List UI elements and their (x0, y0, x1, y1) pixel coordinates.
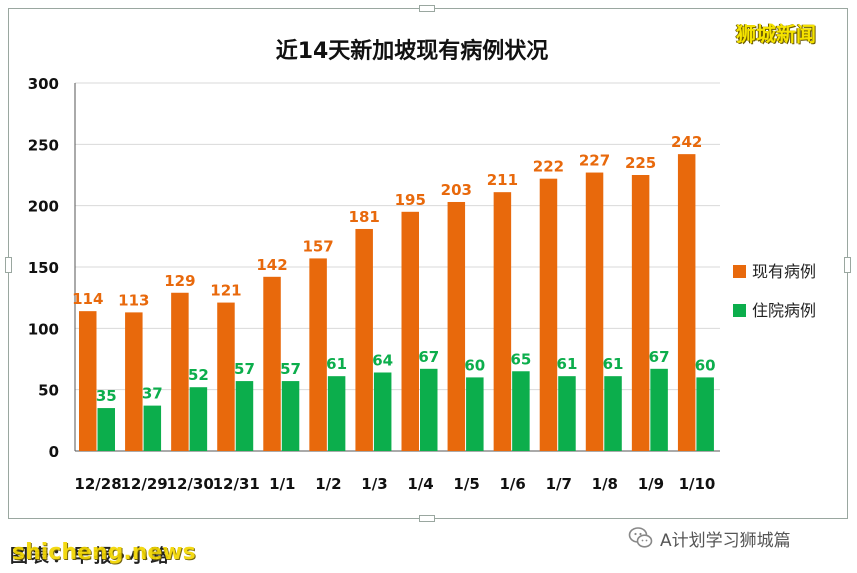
bar-existing-cases (263, 276, 281, 451)
data-label: 227 (579, 152, 610, 170)
bar-hospitalized-cases (373, 372, 392, 451)
x-tick-label: 1/4 (407, 475, 433, 493)
y-tick-label: 100 (28, 320, 59, 338)
data-label: 114 (72, 290, 103, 308)
y-tick-label: 300 (28, 75, 59, 93)
bar-existing-cases (79, 311, 97, 451)
x-tick-label: 1/9 (638, 475, 664, 493)
data-label: 242 (671, 133, 702, 151)
bar-hospitalized-cases (512, 371, 530, 451)
data-label: 142 (256, 256, 287, 274)
data-label: 195 (395, 191, 426, 209)
bar-hospitalized-cases (235, 381, 254, 451)
resize-handle-left[interactable] (5, 257, 12, 273)
chart-title: 近14天新加坡现有病例状况 (276, 38, 549, 64)
data-label: 52 (188, 366, 209, 384)
data-label: 60 (695, 356, 716, 374)
data-label: 129 (164, 272, 195, 290)
data-label: 211 (487, 171, 518, 189)
x-tick-label: 1/8 (592, 475, 618, 493)
bar-existing-cases (539, 178, 558, 451)
data-label: 157 (302, 237, 333, 255)
resize-handle-right[interactable] (844, 257, 851, 273)
x-tick-label: 1/5 (453, 475, 479, 493)
data-label: 67 (418, 348, 439, 366)
bar-hospitalized-cases (281, 381, 300, 451)
account-name: A计划学习狮城篇 (660, 530, 791, 551)
bar-hospitalized-cases (420, 368, 438, 451)
y-tick-label: 50 (38, 382, 59, 400)
watermark-logo-text: 狮城新闻 (736, 22, 816, 46)
legend-swatch (733, 304, 746, 317)
bar-hospitalized-cases (604, 376, 622, 451)
bar-existing-cases (217, 302, 235, 451)
bar-existing-cases (171, 292, 189, 451)
x-tick-label: 1/6 (499, 475, 525, 493)
bar-existing-cases (631, 175, 650, 451)
wechat-icon (628, 527, 653, 548)
data-label: 37 (142, 385, 163, 403)
data-label: 203 (441, 181, 472, 199)
data-label: 181 (349, 208, 380, 226)
bar-hospitalized-cases (650, 368, 668, 451)
bar-existing-cases (493, 192, 512, 451)
bar-existing-cases (677, 154, 696, 451)
x-tick-label: 12/29 (120, 475, 167, 493)
legend-swatch (733, 265, 746, 278)
data-label: 57 (234, 360, 255, 378)
data-label: 61 (603, 355, 624, 373)
y-tick-label: 150 (28, 259, 59, 277)
bar-hospitalized-cases (696, 377, 714, 451)
bar-hospitalized-cases (466, 377, 484, 451)
data-label: 61 (326, 355, 347, 373)
data-label: 222 (533, 158, 564, 176)
x-tick-label: 1/3 (361, 475, 387, 493)
data-label: 60 (464, 356, 485, 374)
wechat-account: A计划学习狮城篇 (628, 524, 791, 552)
x-tick-label: 12/28 (74, 475, 121, 493)
bar-existing-cases (585, 172, 604, 451)
bar-hospitalized-cases (97, 408, 115, 451)
bar-hospitalized-cases (143, 405, 162, 451)
legend-entry: 住院病例 (752, 301, 816, 320)
y-tick-label: 0 (49, 443, 59, 461)
resize-handle-top[interactable] (419, 5, 435, 12)
data-label: 61 (557, 355, 578, 373)
bar-existing-cases (447, 201, 466, 451)
data-label: 64 (372, 351, 393, 369)
x-tick-label: 12/30 (167, 475, 214, 493)
site-watermark: shicheng.news (12, 540, 196, 565)
data-label: 67 (649, 348, 670, 366)
bar-hospitalized-cases (189, 387, 208, 451)
data-label: 121 (210, 282, 241, 300)
y-tick-label: 200 (28, 198, 59, 216)
x-tick-label: 1/2 (315, 475, 341, 493)
x-tick-label: 1/1 (269, 475, 295, 493)
bar-existing-cases (401, 211, 419, 451)
bar-existing-cases (309, 258, 327, 451)
source-credit: 图表：早报•小路 (10, 546, 172, 567)
x-tick-label: 1/7 (546, 475, 572, 493)
data-label: 65 (510, 350, 531, 368)
x-tick-label: 12/31 (213, 475, 260, 493)
x-tick-label: 1/10 (679, 475, 716, 493)
y-tick-label: 250 (28, 136, 59, 154)
bar-hospitalized-cases (558, 376, 576, 451)
data-label: 57 (280, 360, 301, 378)
bar-hospitalized-cases (327, 376, 346, 451)
bar-existing-cases (125, 312, 143, 451)
bar-existing-cases (355, 228, 373, 451)
legend-entry: 现有病例 (752, 262, 816, 281)
resize-handle-bottom[interactable] (419, 515, 435, 522)
data-label: 225 (625, 154, 656, 172)
data-label: 35 (96, 387, 117, 405)
data-label: 113 (118, 291, 149, 309)
